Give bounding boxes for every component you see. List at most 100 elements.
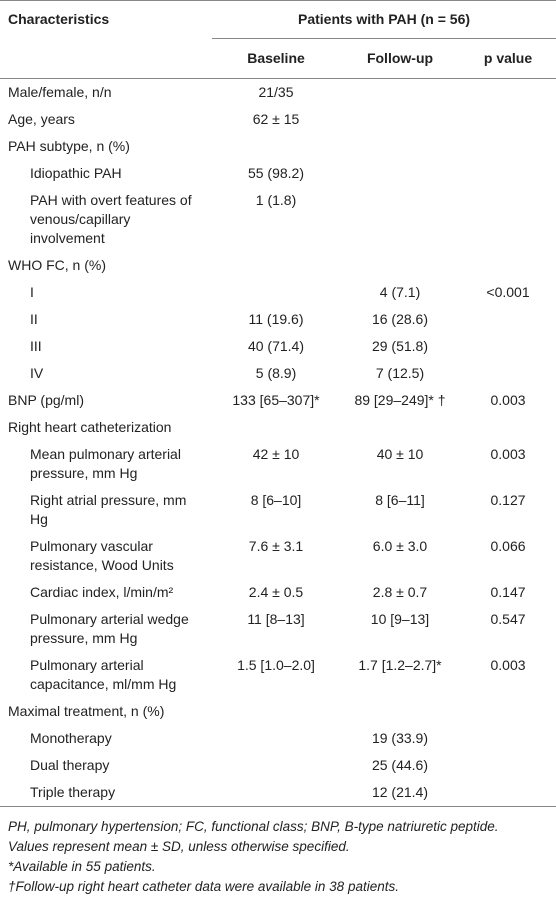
table-row: BNP (pg/ml) 133 [65–307]* 89 [29–249]* † 0.… bbox=[0, 387, 556, 414]
table-row: Idiopathic PAH 55 (98.2) bbox=[0, 160, 556, 187]
cell: 21/35 bbox=[258, 84, 294, 100]
cell: 1.5 [1.0–2.0] bbox=[237, 657, 315, 673]
table-row: Pulmonary arterial wedge pressure, mm Hg… bbox=[0, 606, 556, 652]
cell: 16 (28.6) bbox=[371, 311, 429, 327]
footnote: Values represent mean ± SD, unless other… bbox=[8, 839, 350, 854]
cell: 29 (51.8) bbox=[371, 338, 429, 354]
row-label: Mean pulmonary arterial pressure, mm Hg bbox=[30, 446, 181, 481]
table-row: Pulmonary arterial capacitance, ml/mm Hg… bbox=[0, 652, 556, 698]
row-label: Pulmonary arterial wedge pressure, mm Hg bbox=[30, 611, 189, 646]
cell bbox=[340, 160, 460, 187]
footnotes: PH, pulmonary hypertension; FC, function… bbox=[0, 807, 556, 897]
cell: 0.127 bbox=[490, 492, 526, 508]
section-row: Maximal treatment, n (%) bbox=[0, 698, 556, 725]
cell bbox=[460, 106, 556, 133]
table-row: Triple therapy 12 (21.4) bbox=[0, 779, 556, 807]
cell: 25 (44.6) bbox=[371, 757, 429, 773]
table-row: Monotherapy 19 (33.9) bbox=[0, 725, 556, 752]
table-row: II 11 (19.6) 16 (28.6) bbox=[0, 306, 556, 333]
cell bbox=[460, 752, 556, 779]
cell: 5 (8.9) bbox=[255, 365, 297, 381]
cell: 0.003 bbox=[490, 392, 526, 408]
cell bbox=[460, 360, 556, 387]
row-label: Male/female, n/n bbox=[8, 84, 112, 100]
cell: 42 ± 10 bbox=[252, 446, 300, 462]
cell bbox=[212, 779, 340, 807]
cell: 55 (98.2) bbox=[247, 165, 305, 181]
cell: 0.147 bbox=[490, 584, 526, 600]
section-label: Maximal treatment, n (%) bbox=[8, 703, 165, 719]
cell: 40 ± 10 bbox=[376, 446, 424, 462]
section-label: PAH subtype, n (%) bbox=[8, 138, 130, 154]
row-label: Idiopathic PAH bbox=[30, 165, 122, 181]
header-row: Baseline Follow-up p value bbox=[0, 39, 556, 79]
cell: 7 (12.5) bbox=[375, 365, 425, 381]
cell: 12 (21.4) bbox=[371, 784, 429, 800]
table-row: Cardiac index, l/min/m² 2.4 ± 0.5 2.8 ± 0.… bbox=[0, 579, 556, 606]
table-row: Male/female, n/n 21/35 bbox=[0, 79, 556, 107]
cell: 2.4 ± 0.5 bbox=[248, 584, 304, 600]
header-cell: Baseline bbox=[247, 50, 305, 66]
table-row: Pulmonary vascular resistance, Wood Unit… bbox=[0, 533, 556, 579]
cell bbox=[460, 79, 556, 107]
row-label: BNP (pg/ml) bbox=[8, 392, 84, 408]
table: Characteristics Patients with PAH (n = 5… bbox=[0, 0, 556, 807]
cell bbox=[460, 333, 556, 360]
cell: <0.001 bbox=[486, 284, 530, 300]
header-row: Characteristics Patients with PAH (n = 5… bbox=[0, 0, 556, 39]
cell bbox=[460, 779, 556, 807]
cell: 133 [65–307]* bbox=[232, 392, 320, 408]
cell bbox=[212, 279, 340, 306]
table-row: PAH with overt features of venous/capill… bbox=[0, 187, 556, 252]
cell: 10 [9–13] bbox=[370, 611, 430, 627]
section-row: PAH subtype, n (%) bbox=[0, 133, 556, 160]
table-row: IV 5 (8.9) 7 (12.5) bbox=[0, 360, 556, 387]
section-label: Right heart catheterization bbox=[8, 419, 172, 435]
header-group: Patients with PAH (n = 56) bbox=[212, 0, 556, 39]
cell: 11 (19.6) bbox=[248, 311, 304, 327]
row-label: III bbox=[30, 338, 42, 354]
table-body: Male/female, n/n 21/35 Age, years 62 ± 15 PA… bbox=[0, 79, 556, 807]
cell bbox=[460, 187, 556, 252]
cell bbox=[212, 725, 340, 752]
row-label: IV bbox=[30, 365, 44, 381]
header-cell: Characteristics bbox=[8, 11, 110, 27]
cell bbox=[340, 106, 460, 133]
table-row: Dual therapy 25 (44.6) bbox=[0, 752, 556, 779]
cell bbox=[460, 306, 556, 333]
table-row: Right atrial pressure, mm Hg 8 [6–10] 8 [6… bbox=[0, 487, 556, 533]
cell: 6.0 ± 3.0 bbox=[372, 538, 428, 554]
cell bbox=[340, 187, 460, 252]
cell bbox=[460, 160, 556, 187]
footnote: †Follow-up right heart catheter data wer… bbox=[8, 879, 399, 894]
footnote: *Available in 55 patients. bbox=[8, 859, 156, 874]
cell bbox=[212, 752, 340, 779]
header-cell: p value bbox=[483, 50, 533, 66]
row-label: Pulmonary arterial capacitance, ml/mm Hg bbox=[30, 657, 177, 692]
cell: 0.003 bbox=[490, 657, 526, 673]
cell: 8 [6–11] bbox=[375, 492, 425, 508]
section-row: WHO FC, n (%) bbox=[0, 252, 556, 279]
cell: 89 [29–249]* † bbox=[354, 392, 446, 408]
cell bbox=[460, 725, 556, 752]
cell bbox=[340, 79, 460, 107]
cell: 1 (1.8) bbox=[255, 192, 297, 208]
row-label: Right atrial pressure, mm Hg bbox=[30, 492, 187, 527]
cell: 0.066 bbox=[490, 538, 526, 554]
cell: 40 (71.4) bbox=[247, 338, 305, 354]
table-row: Mean pulmonary arterial pressure, mm Hg 4… bbox=[0, 441, 556, 487]
section-label: WHO FC, n (%) bbox=[8, 257, 106, 273]
footnote: PH, pulmonary hypertension; FC, function… bbox=[8, 819, 499, 834]
row-label: Monotherapy bbox=[30, 730, 112, 746]
row-label: Dual therapy bbox=[30, 757, 110, 773]
cell: 4 (7.1) bbox=[379, 284, 421, 300]
row-label: I bbox=[30, 284, 34, 300]
cell: 2.8 ± 0.7 bbox=[372, 584, 428, 600]
cell: 8 [6–10] bbox=[250, 492, 302, 508]
cell: 1.7 [1.2–2.7]* bbox=[358, 657, 442, 673]
cell: 0.547 bbox=[490, 611, 526, 627]
table-head: Characteristics Patients with PAH (n = 5… bbox=[0, 0, 556, 79]
row-label: Triple therapy bbox=[30, 784, 116, 800]
row-label: Cardiac index, l/min/m² bbox=[30, 584, 174, 600]
